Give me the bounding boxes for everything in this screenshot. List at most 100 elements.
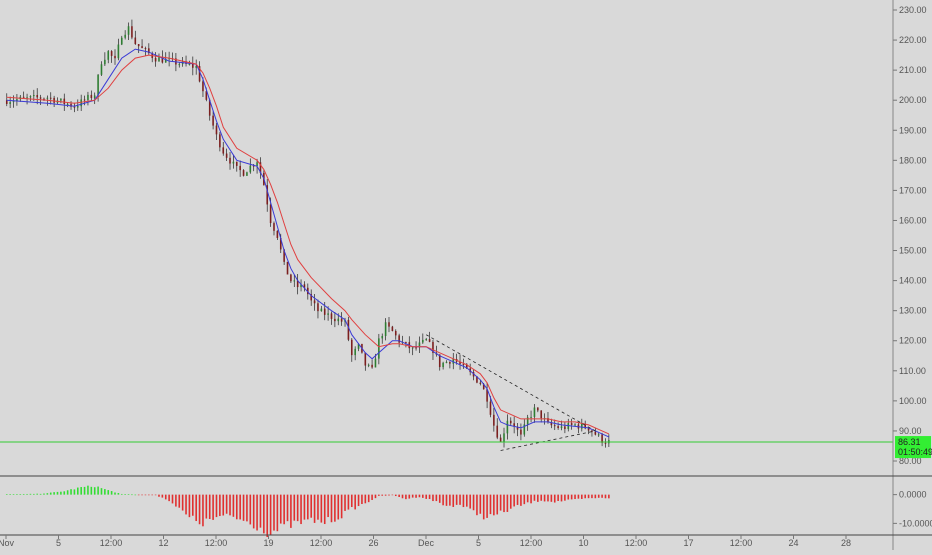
y-tick-label: 140.00	[899, 276, 927, 286]
histogram-bar	[553, 494, 556, 503]
histogram-bar	[486, 494, 488, 518]
candle-body	[49, 97, 52, 99]
histogram-bar	[36, 493, 39, 495]
histogram-bar	[249, 494, 252, 525]
candle-body	[127, 26, 130, 35]
y-tick-label: 160.00	[899, 215, 927, 225]
histogram-bar	[53, 492, 55, 495]
histogram-bar	[107, 490, 110, 495]
histogram-bar	[530, 494, 532, 504]
candle-body	[584, 423, 586, 429]
candle-body	[53, 97, 55, 103]
histogram-bar	[114, 492, 116, 495]
candle-body	[533, 407, 536, 417]
bar-countdown-label: 01:50:49	[898, 447, 932, 457]
candle-body	[158, 57, 160, 62]
histogram-bar	[564, 494, 566, 501]
y-tick-label: 170.00	[899, 185, 927, 195]
candle-body	[16, 99, 18, 101]
histogram-bar	[148, 494, 150, 496]
histogram-bar	[161, 494, 164, 498]
histogram-bar	[229, 494, 231, 516]
candle-body	[432, 341, 434, 353]
histogram-bar	[63, 491, 66, 495]
histogram-bar	[127, 494, 130, 495]
histogram-bar	[557, 494, 559, 501]
candle-body	[276, 230, 279, 238]
histogram-bar	[317, 494, 319, 520]
histogram-bar	[120, 493, 123, 495]
histogram-bar	[286, 494, 289, 522]
last-price-tag	[895, 436, 931, 459]
candle-body	[496, 425, 499, 438]
histogram-bar	[523, 494, 526, 505]
histogram-bar	[574, 494, 576, 500]
candle-body	[5, 100, 8, 104]
histogram-bar	[415, 494, 417, 498]
candle-body	[503, 433, 505, 442]
histogram-bar	[455, 494, 458, 505]
candle-body	[340, 318, 343, 322]
candle-body	[46, 97, 49, 99]
candle-body	[418, 342, 421, 348]
histogram-bar	[550, 494, 553, 502]
histogram-bar	[608, 494, 610, 499]
histogram-bar	[499, 494, 502, 511]
candle-body	[168, 58, 170, 60]
histogram-bar	[405, 494, 407, 500]
histogram-bar	[168, 494, 170, 502]
candle-body	[557, 426, 559, 429]
candle-body	[36, 95, 39, 98]
candle-body	[391, 326, 394, 331]
candle-body	[33, 95, 35, 97]
candle-body	[225, 153, 228, 158]
histogram-bar	[76, 487, 79, 495]
candle-body	[323, 308, 326, 315]
histogram-bar	[422, 494, 424, 498]
histogram-bar	[547, 494, 549, 502]
candle-body	[114, 55, 116, 59]
histogram-bar	[46, 493, 49, 495]
candle-body	[374, 358, 377, 368]
candle-body	[320, 308, 323, 312]
candle-body	[540, 410, 543, 419]
candle-body	[415, 347, 417, 349]
candle-body	[195, 66, 197, 68]
histogram-bar	[479, 494, 482, 514]
y-tick-label: 190.00	[899, 125, 927, 135]
histogram-bar	[503, 494, 505, 513]
histogram-bar	[543, 494, 546, 502]
candle-body	[347, 319, 350, 340]
candle-body	[29, 96, 32, 98]
candle-body	[364, 352, 367, 366]
histogram-bar	[425, 494, 428, 499]
candle-body	[80, 99, 82, 107]
candle-body	[90, 94, 93, 99]
candle-body	[26, 97, 28, 99]
candle-body	[553, 425, 556, 427]
histogram-bar	[225, 494, 228, 514]
candle-body	[398, 335, 400, 343]
histogram-bar	[300, 494, 302, 525]
histogram-bar	[357, 494, 360, 507]
histogram-bar	[320, 494, 323, 523]
histogram-bar	[296, 494, 299, 522]
y-tick-label: 150.00	[899, 246, 927, 256]
candle-body	[597, 434, 600, 436]
x-tick-label: 28	[841, 538, 851, 548]
histogram-bar	[195, 494, 197, 522]
histogram-bar	[449, 494, 451, 506]
candle-body	[104, 59, 106, 65]
histogram-bar	[43, 493, 45, 495]
histogram-bar	[493, 494, 495, 516]
candle-body	[249, 165, 252, 173]
histogram-bar	[293, 494, 296, 521]
candle-body	[479, 382, 482, 384]
x-tick-label: 5	[56, 538, 61, 548]
candle-body	[93, 95, 96, 99]
candle-body	[252, 165, 255, 167]
candle-body	[520, 429, 522, 435]
